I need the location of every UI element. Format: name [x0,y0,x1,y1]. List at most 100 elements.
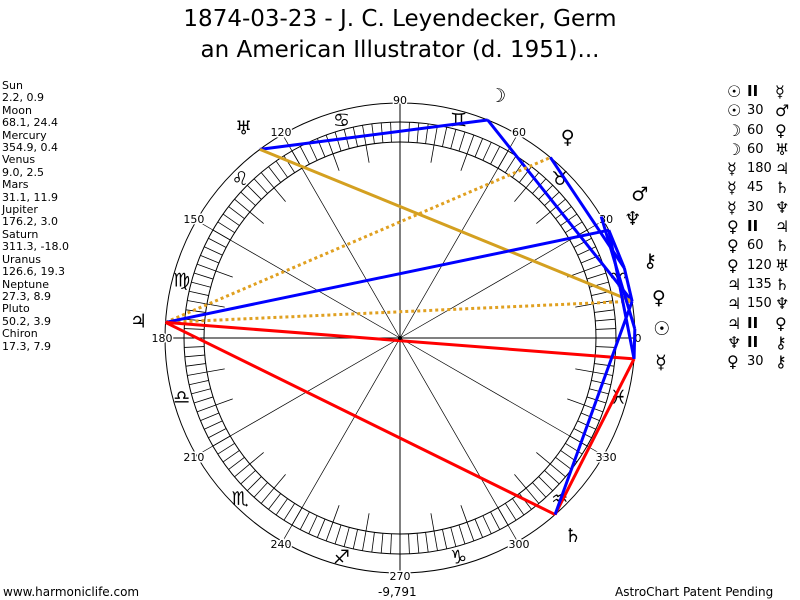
aspect-type: II [747,332,759,351]
hatch-tick [253,482,268,498]
zodiac-sign-icon: ♌ [232,168,249,190]
hatch-tick [532,482,547,498]
website-link[interactable]: www.harmoniclife.com [3,585,140,599]
hatch-tick [184,354,205,358]
aspect-line-venus-chiron [622,267,634,302]
hatch-tick [260,487,275,504]
hatch-tick [275,160,288,178]
hatch-tick [442,127,448,147]
hatch-tick [283,503,296,521]
degree-tick [430,513,435,532]
hatch-tick [595,318,616,322]
aspect-line-saturn-venus [553,300,634,516]
zodiac-sign-icon: ♎ [173,386,190,408]
pluto-glyph-icon: ♀ [561,127,575,149]
hatch-tick [416,533,420,554]
hatch-tick [586,272,607,280]
hatch-tick [573,237,592,248]
hatch-tick [246,476,262,492]
chiron-glyph-icon: ⚷ [643,250,657,272]
aspect-type: II [747,217,759,236]
degree-tick [206,368,225,373]
degree-tick [365,513,370,532]
planet-values: 68.1, 24.4 [2,116,58,130]
hatch-tick [204,246,223,256]
hatch-tick [371,532,375,553]
planet-glyph-icon: ♄ [775,178,790,198]
planet-glyph-icon: ♃ [727,294,742,314]
zodiac-sign-icon: ♉ [551,168,568,190]
aspect-type: 45 [747,180,764,196]
planet-glyph-icon: ♀ [775,313,787,333]
spoke-line [282,134,401,339]
aspect-line-jupiter-pluto [164,156,552,324]
hatch-tick [408,122,410,143]
planet-name: Mars [2,178,29,192]
degree-tick [215,270,233,278]
hatch-tick [240,191,256,206]
zodiac-sign-icon: ♑ [450,546,467,568]
hatch-tick [222,450,240,463]
planet-glyph-icon: ☽ [727,120,742,140]
aspect-line-moon-venus [486,119,634,303]
aspect-type: 135 [747,276,772,292]
hatch-tick [595,328,616,330]
planet-position-list: Sun 2.2, 0.9 Moon 68.1, 24.4 Mercury 354.9, 0… [2,79,69,353]
hatch-tick [228,206,245,220]
aspect-line-mercury-saturn [553,358,636,516]
hatch-tick [316,518,326,538]
degree-label: 90 [393,94,407,107]
planet-glyph-icon: ☉ [727,82,742,101]
aspect-type: 30 [747,103,764,119]
planet-glyph-icon: ♆ [727,332,742,352]
hatch-tick [592,371,613,376]
hatch-tick [185,363,206,367]
planet-glyph-icon: ☿ [775,82,785,101]
hatch-tick [450,527,457,547]
hatch-tick [433,530,438,551]
aspect-line-uranus-moon [259,118,488,151]
planet-glyph-icon: ♆ [775,197,790,217]
hatch-tick [268,166,282,183]
hatch-tick [482,515,492,534]
hatch-tick [234,463,251,478]
degree-label: 240 [271,538,292,551]
hatch-tick [518,166,532,183]
hatch-tick [246,184,262,200]
aspect-line-mercury-neptune [607,229,636,360]
aspect-type: 180 [747,161,772,177]
zodiac-sign-icon: ♋ [333,110,350,132]
planet-glyph-icon: ♃ [727,274,742,294]
planet-name: Chiron [2,327,38,341]
chart-title-line2: an American Illustrator (d. 1951)... [200,37,600,63]
degree-tick [273,474,286,489]
degree-tick [460,153,468,171]
degree-tick [460,505,468,523]
aspect-row: ♃ 135 ♄ [727,275,797,294]
hatch-tick [193,396,214,404]
mercury-glyph-icon: ☿ [655,351,667,373]
mars-glyph-icon: ♂ [631,183,648,205]
aspect-row: ☽ 60 ♀ [727,121,797,140]
planet-glyph-icon: ☽ [727,139,742,159]
aspect-row: ☽ 60 ♅ [727,140,797,159]
spoke-line [282,337,401,542]
degree-tick [575,368,594,373]
planet-name: Venus [2,153,36,167]
hatch-tick [325,134,334,154]
hatch-tick [458,131,466,152]
aspect-row: ♆ II ⚷ [727,333,797,352]
hatch-tick [187,300,208,305]
chart-title-line1: 1874-03-23 - J. C. Leyendecker, Germ [183,6,617,32]
hatch-tick [308,142,318,161]
planet-values: 176.2, 3.0 [2,215,58,229]
aspect-list: ☉ II ☿ ☉ 30 ♂ ☽ 60 ♀ ☽ 60 ♅ ☿ 180 ♃ ☿ 45 ♄ ☿ 30 ♆ ♀ II ♃ ♀ 60 ♄ ♀ 12… [727,82,797,371]
hatch-tick [525,172,540,189]
planet-glyph-icon: ⚷ [775,352,787,372]
degree-tick [365,144,370,163]
degree-tick [514,187,527,202]
degree-label: 330 [596,451,617,464]
planet-glyph-icon: ☿ [727,159,737,179]
planet-values: 2.2, 0.9 [2,91,44,105]
